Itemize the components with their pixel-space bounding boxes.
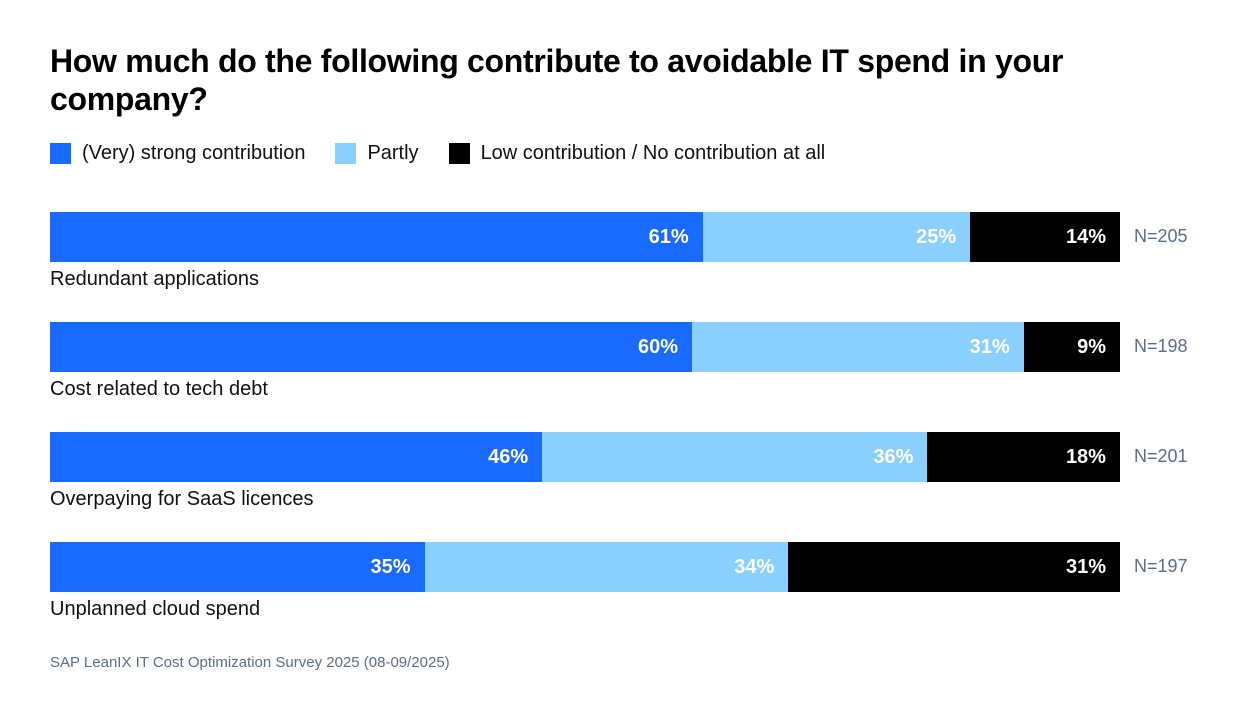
bar-segment: 14% [970,212,1120,262]
bar-segment: 46% [50,432,543,482]
chart-title: How much do the following contribute to … [50,43,1064,117]
category-label: Overpaying for SaaS licences [50,488,314,510]
legend-item: Low contribution / No contribution at al… [448,142,826,165]
bar-segment: 31% [788,542,1120,592]
bar-segment: 35% [50,542,425,592]
stacked-bar: 61% 25% 14% [50,212,1120,262]
bar-segment: 61% [50,212,703,262]
legend: (Very) strong contribution Partly Low cont… [50,142,855,165]
category-label: Redundant applications [50,268,260,290]
legend-label: Partly [367,142,419,164]
bar-segment: 60% [50,322,692,372]
legend-label: (Very) strong contribution [82,142,306,164]
category-label: Cost related to tech debt [50,378,268,400]
stacked-bar: 35% 34% 31% [50,542,1120,592]
bar-segment: 31% [692,322,1024,372]
sample-size-label: N=201 [1134,446,1188,466]
legend-item: Partly [335,142,419,165]
bar-segment: 34% [424,542,789,592]
legend-label: Low contribution / No contribution at al… [480,142,826,164]
legend-swatch [448,143,470,164]
source-note: SAP LeanIX IT Cost Optimization Survey 2… [50,654,450,671]
legend-item: (Very) strong contribution [50,142,305,165]
stacked-bar: 46% 36% 18% [50,432,1120,482]
bar-segment: 36% [542,432,928,482]
category-label: Unplanned cloud spend [50,598,261,620]
sample-size-label: N=197 [1134,556,1188,576]
legend-swatch [50,143,71,164]
bar-segment: 18% [927,432,1120,482]
bar-segment: 25% [702,212,971,262]
legend-swatch [335,143,357,164]
sample-size-label: N=198 [1134,336,1188,356]
sample-size-label: N=205 [1134,226,1188,246]
stacked-bar: 60% 31% 9% [50,322,1120,372]
bar-segment: 9% [1023,322,1120,372]
